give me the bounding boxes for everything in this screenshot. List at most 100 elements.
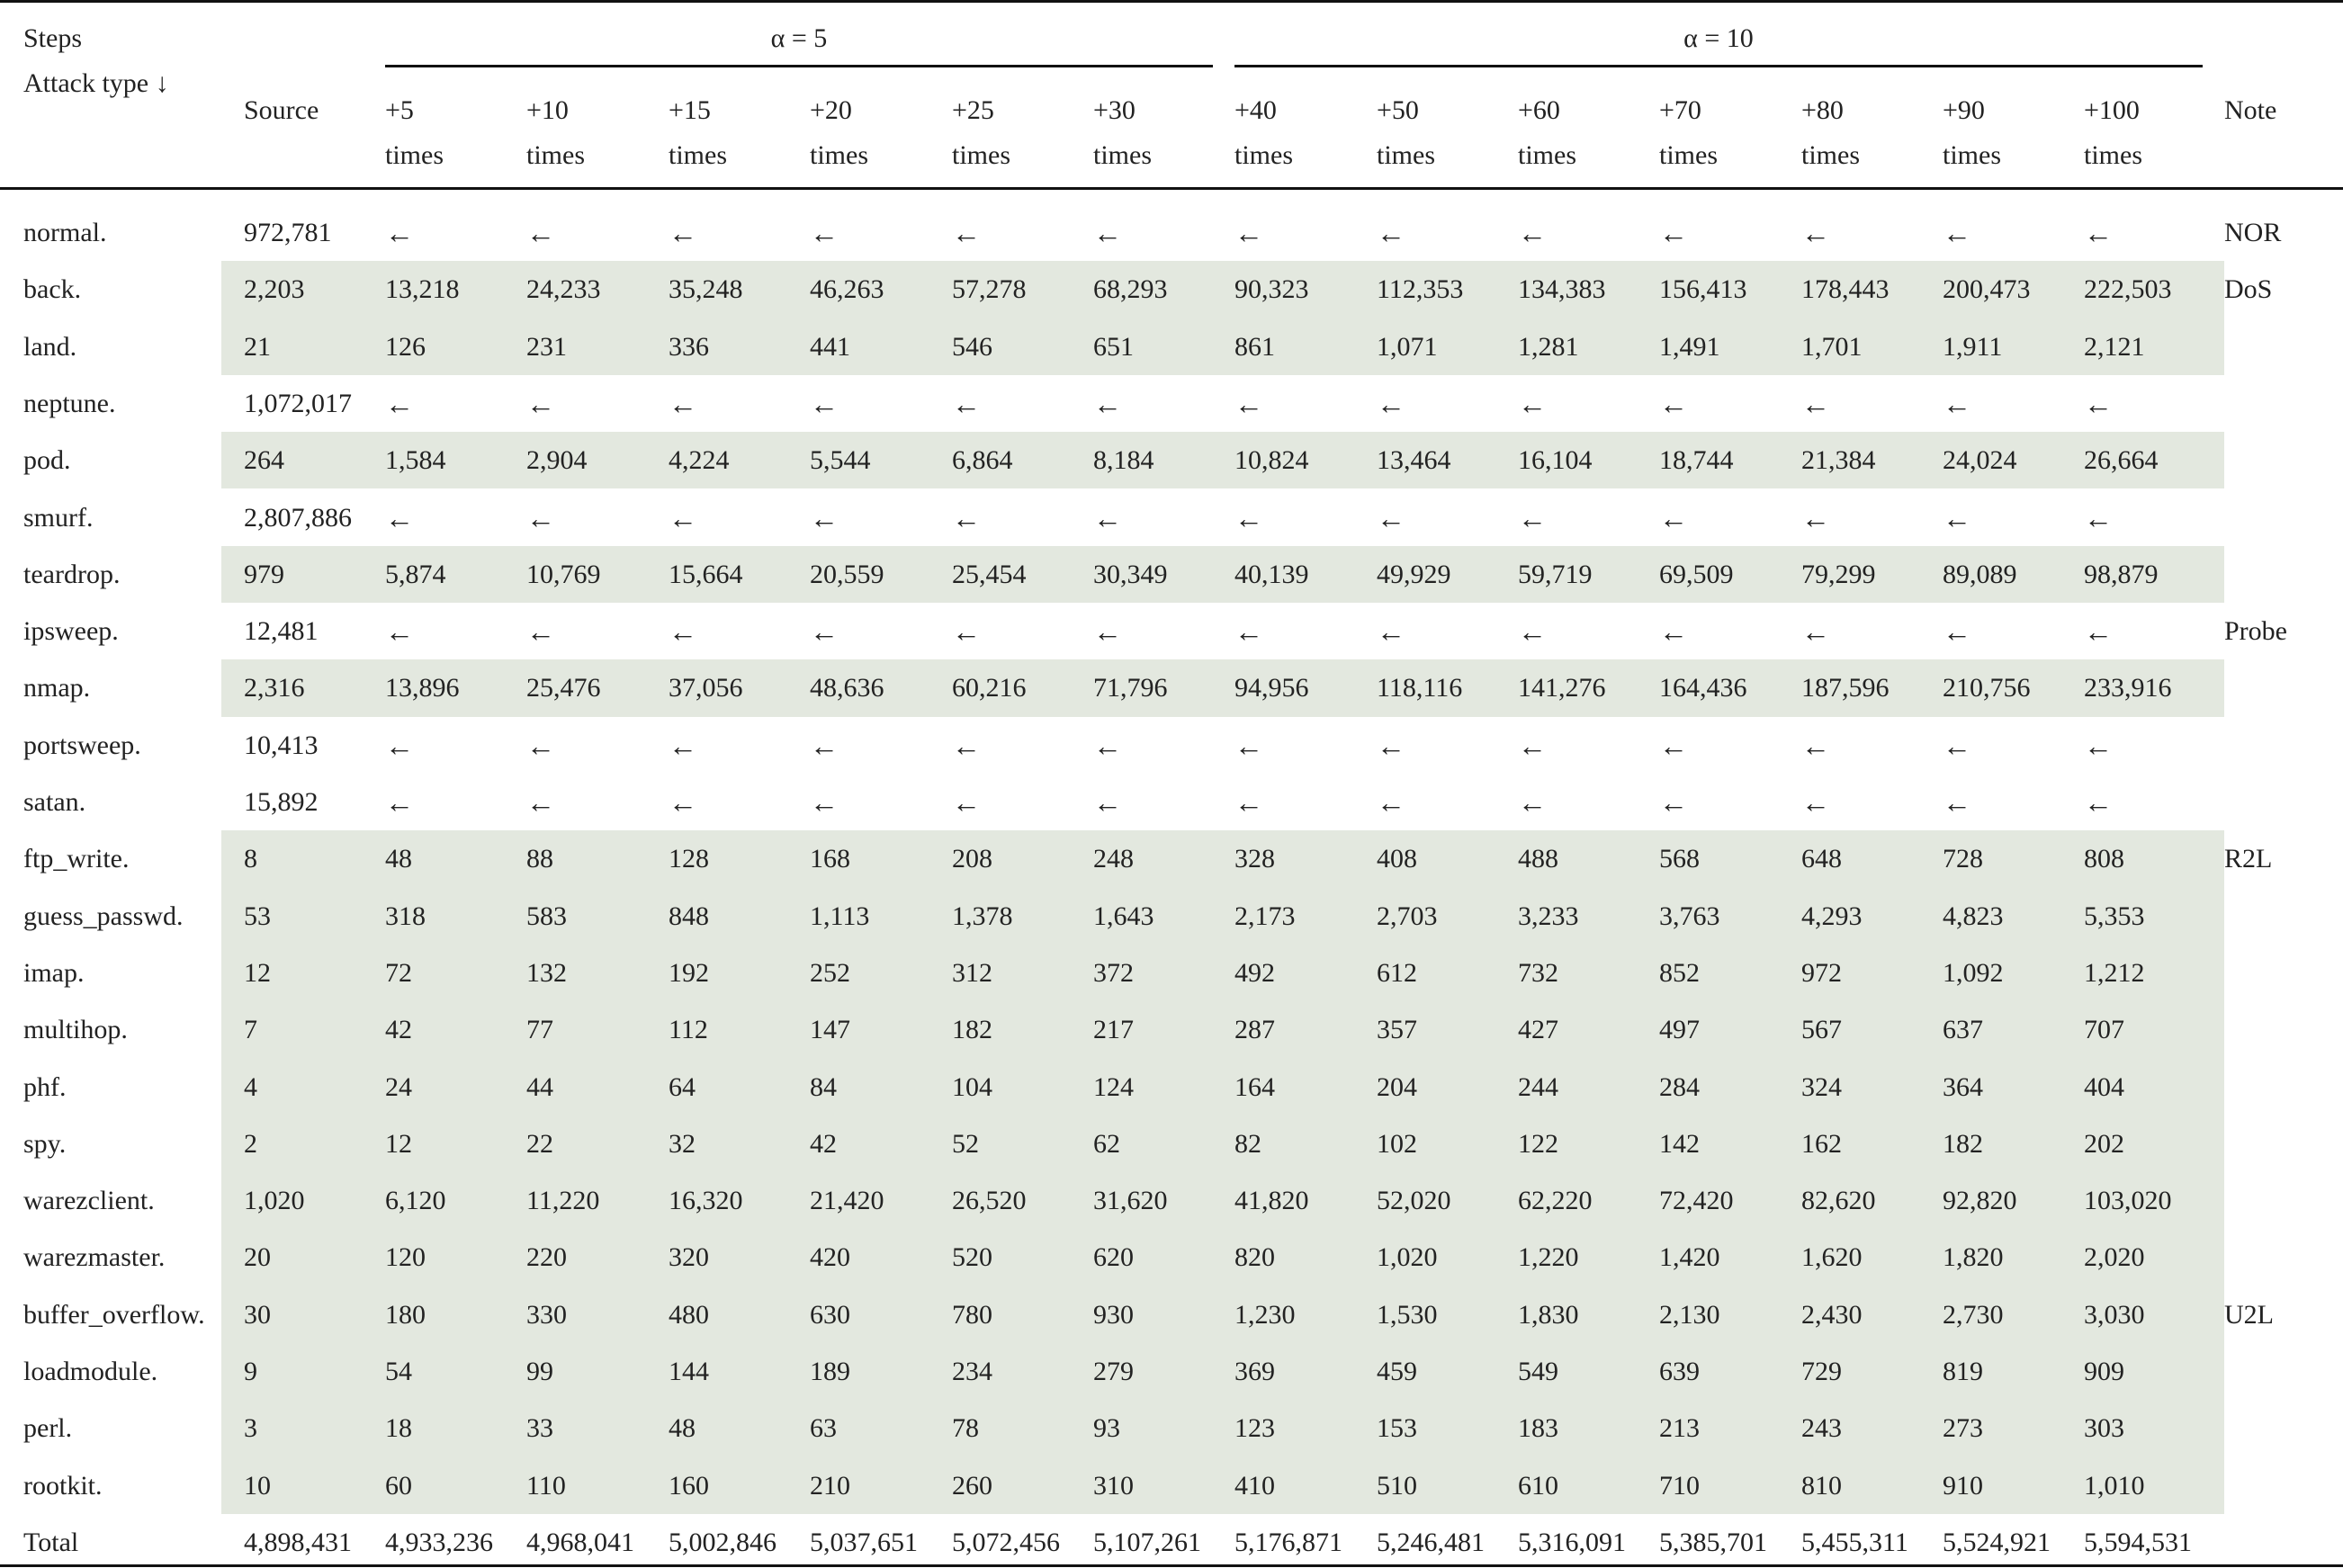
value-cell: 88 xyxy=(526,844,553,874)
value-cell: 320 xyxy=(669,1242,709,1273)
value-cell: 520 xyxy=(952,1242,992,1273)
same-as-source-arrow: ← xyxy=(1659,217,1688,249)
note-cell: U2L xyxy=(2224,1299,2274,1330)
value-cell: 2,173 xyxy=(1234,900,1296,931)
value-cell: 252 xyxy=(810,957,850,988)
value-cell: 30 xyxy=(244,1299,271,1330)
same-as-source-arrow: ← xyxy=(810,387,839,420)
value-cell: 5,874 xyxy=(385,559,446,589)
value-cell: 2,121 xyxy=(2084,331,2145,362)
attack-type-cell: ipsweep. xyxy=(23,616,119,647)
value-cell: 12 xyxy=(385,1128,412,1159)
value-cell: 79,299 xyxy=(1801,559,1876,589)
value-cell: 142 xyxy=(1659,1128,1700,1159)
value-cell: 808 xyxy=(2084,844,2124,874)
attack-type-cell: rootkit. xyxy=(23,1470,103,1501)
value-cell: 210 xyxy=(810,1470,850,1501)
value-cell: 202 xyxy=(2084,1128,2124,1159)
same-as-source-arrow: ← xyxy=(1518,615,1547,649)
value-cell: 48 xyxy=(385,844,412,874)
same-as-source-arrow: ← xyxy=(526,729,555,762)
value-cell: 1,620 xyxy=(1801,1242,1863,1273)
same-as-source-arrow: ← xyxy=(2084,217,2113,249)
value-cell: 273 xyxy=(1943,1413,1983,1444)
value-cell: 98,879 xyxy=(2084,559,2159,589)
value-cell: 160 xyxy=(669,1470,709,1501)
value-cell: 264 xyxy=(244,445,284,476)
attack-type-cell: buffer_overflow. xyxy=(23,1299,205,1330)
same-as-source-arrow: ← xyxy=(1093,387,1122,420)
value-cell: 15,892 xyxy=(244,787,319,817)
value-cell: 1,071 xyxy=(1377,331,1438,362)
value-cell: 32 xyxy=(669,1128,696,1159)
attack-type-cell: back. xyxy=(23,274,82,305)
same-as-source-arrow: ← xyxy=(385,387,414,420)
same-as-source-arrow: ← xyxy=(1377,786,1405,819)
value-cell: 16,104 xyxy=(1518,445,1593,476)
value-cell: 13,218 xyxy=(385,274,460,305)
value-cell: 583 xyxy=(526,900,567,931)
value-cell: 1,020 xyxy=(1377,1242,1438,1273)
value-cell: 24,024 xyxy=(1943,445,2017,476)
same-as-source-arrow: ← xyxy=(952,786,981,819)
same-as-source-arrow: ← xyxy=(669,786,697,819)
value-cell: 20,559 xyxy=(810,559,884,589)
same-as-source-arrow: ← xyxy=(385,786,414,819)
value-cell: 168 xyxy=(810,844,850,874)
same-as-source-arrow: ← xyxy=(1801,729,1830,762)
value-cell: 41,820 xyxy=(1234,1186,1309,1216)
value-cell: 11,220 xyxy=(526,1186,600,1216)
value-cell: 3 xyxy=(244,1413,257,1444)
value-cell: 1,911 xyxy=(1943,331,2003,362)
row-shading xyxy=(221,545,2224,604)
value-cell: 180 xyxy=(385,1299,426,1330)
value-cell: 5,544 xyxy=(810,445,871,476)
column-header-unit: times xyxy=(526,140,585,170)
same-as-source-arrow: ← xyxy=(1234,501,1263,534)
value-cell: 99 xyxy=(526,1357,553,1386)
same-as-source-arrow: ← xyxy=(1943,729,1971,762)
same-as-source-arrow: ← xyxy=(1801,615,1830,649)
value-cell: 141,276 xyxy=(1518,673,1606,703)
attack-type-cell: pod. xyxy=(23,445,71,476)
same-as-source-arrow: ← xyxy=(2084,615,2113,649)
value-cell: 1,830 xyxy=(1518,1299,1579,1330)
value-cell: 612 xyxy=(1377,957,1417,988)
value-cell: 153 xyxy=(1377,1413,1417,1444)
value-cell: 1,113 xyxy=(810,900,870,931)
same-as-source-arrow: ← xyxy=(1377,387,1405,420)
value-cell: 2,904 xyxy=(526,445,588,476)
column-header: +100 xyxy=(2084,95,2140,125)
value-cell: 6,120 xyxy=(385,1186,446,1216)
same-as-source-arrow: ← xyxy=(1659,786,1688,819)
alpha5-group-rule xyxy=(385,65,1213,67)
value-cell: 5,455,311 xyxy=(1801,1527,1908,1557)
value-cell: 134,383 xyxy=(1518,274,1606,305)
value-cell: 819 xyxy=(1943,1357,1983,1386)
column-header-unit: times xyxy=(669,140,727,170)
attack-type-cell: phf. xyxy=(23,1071,67,1102)
same-as-source-arrow: ← xyxy=(526,615,555,649)
same-as-source-arrow: ← xyxy=(1234,729,1263,762)
value-cell: 357 xyxy=(1377,1015,1417,1045)
column-header: +70 xyxy=(1659,95,1701,125)
same-as-source-arrow: ← xyxy=(2084,729,2113,762)
value-cell: 1,701 xyxy=(1801,331,1863,362)
value-cell: 729 xyxy=(1801,1357,1842,1386)
value-cell: 118,116 xyxy=(1377,673,1463,703)
value-cell: 42 xyxy=(810,1128,837,1159)
value-cell: 404 xyxy=(2084,1071,2124,1102)
value-cell: 222,503 xyxy=(2084,274,2172,305)
value-cell: 69,509 xyxy=(1659,559,1734,589)
value-cell: 420 xyxy=(810,1242,850,1273)
same-as-source-arrow: ← xyxy=(810,217,839,249)
same-as-source-arrow: ← xyxy=(1659,615,1688,649)
value-cell: 5,002,846 xyxy=(669,1527,777,1557)
value-cell: 1,420 xyxy=(1659,1242,1720,1273)
same-as-source-arrow: ← xyxy=(1093,217,1122,249)
value-cell: 510 xyxy=(1377,1470,1417,1501)
value-cell: 124 xyxy=(1093,1071,1134,1102)
same-as-source-arrow: ← xyxy=(952,217,981,249)
value-cell: 42 xyxy=(385,1015,412,1045)
value-cell: 3,030 xyxy=(2084,1299,2145,1330)
